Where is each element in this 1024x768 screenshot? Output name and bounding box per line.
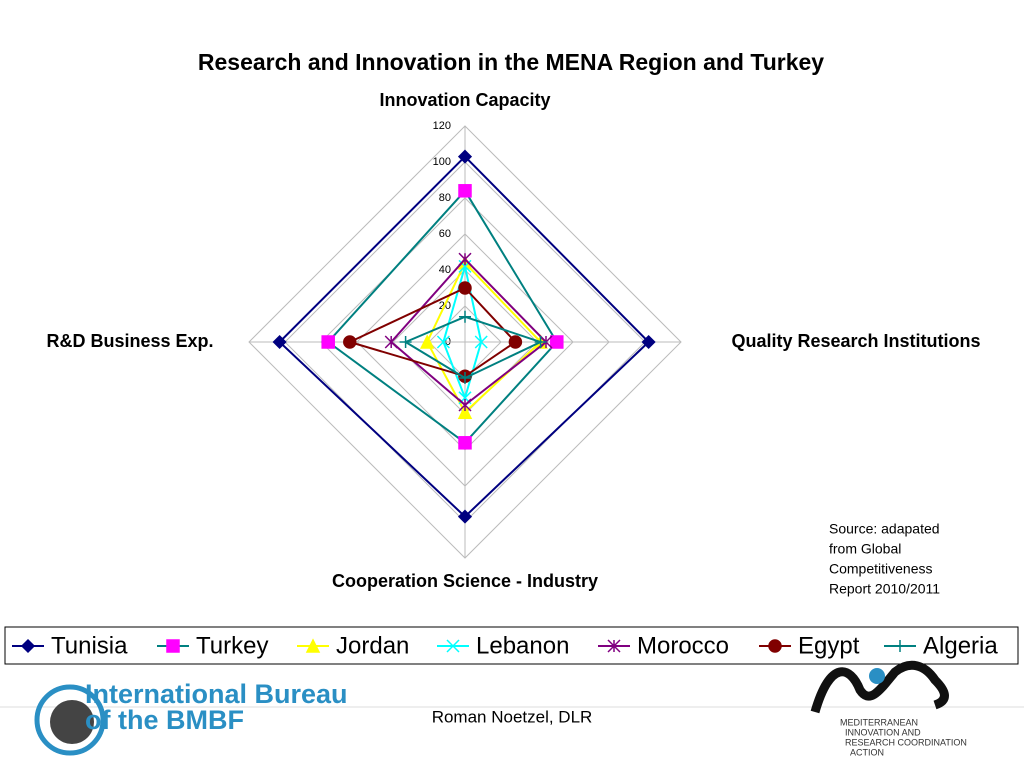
category-label: Cooperation Science - Industry (332, 571, 598, 591)
r-tick-label: 60 (439, 228, 451, 240)
marker (474, 335, 488, 349)
marker (550, 335, 564, 349)
legend-marker (166, 639, 180, 653)
legend-label: Morocco (637, 632, 729, 659)
legend-item: Jordan (297, 632, 409, 659)
logo-dot (869, 668, 885, 684)
logo-text: of the BMBF (85, 705, 244, 735)
source-note: Source: adapated from Global Competitive… (829, 521, 940, 597)
legend-item: Egypt (759, 632, 860, 659)
legend-label: Tunisia (51, 632, 128, 659)
logo-left: International Bureau of the BMBF (34, 679, 348, 756)
marker (458, 398, 472, 412)
legend-label: Lebanon (476, 632, 569, 659)
marker (459, 310, 471, 323)
logo-text: ACTION (850, 747, 884, 757)
marker (458, 184, 472, 198)
series (272, 149, 656, 524)
legend-item: Algeria (884, 632, 998, 659)
logo-text: INNOVATION AND (845, 727, 921, 737)
category-label: Innovation Capacity (379, 90, 550, 110)
source-line: Source: adapated (829, 521, 940, 537)
logo-globe (34, 684, 106, 756)
marker (458, 252, 472, 266)
marker (457, 509, 473, 524)
legend-marker (894, 640, 906, 652)
logo-wave (810, 660, 949, 714)
marker (343, 335, 357, 349)
marker (641, 334, 656, 350)
legend-label: Egypt (798, 632, 860, 659)
marker (508, 335, 523, 349)
r-tick-label: 80 (439, 192, 451, 204)
r-tick-label: 40 (439, 264, 451, 276)
legend-marker (20, 638, 36, 654)
marker (384, 335, 398, 349)
legend-item: Turkey (157, 632, 268, 659)
source-line: from Global (829, 541, 901, 557)
marker (436, 335, 450, 349)
source-line: Competitiveness (829, 561, 933, 577)
marker (321, 335, 335, 349)
marker (458, 281, 472, 295)
marker (419, 334, 435, 349)
legend-box (4, 626, 1019, 665)
logo-globe-core (50, 700, 94, 744)
marker (272, 334, 287, 350)
series (384, 252, 553, 412)
r-tick-label: 100 (433, 156, 451, 168)
marker (457, 149, 473, 164)
logo-text: International Bureau (85, 679, 348, 709)
legend-item: Morocco (598, 632, 729, 659)
series (321, 184, 564, 450)
legend-marker (607, 639, 621, 653)
category-label: Quality Research Institutions (731, 331, 980, 351)
legend-marker (446, 639, 460, 653)
legend-label: Jordan (336, 632, 409, 659)
chart-title: Research and Innovation in the MENA Regi… (198, 49, 824, 75)
logo-right: MEDITERRANEAN INNOVATION AND RESEARCH CO… (810, 660, 967, 757)
legend-item: Lebanon (437, 632, 569, 659)
footer: Roman Noetzel, DLR (432, 707, 593, 726)
marker (458, 436, 472, 450)
source-line: Report 2010/2011 (829, 581, 940, 597)
legend-label: Turkey (196, 632, 268, 659)
series (399, 310, 547, 384)
logo-text: MEDITERRANEAN (840, 717, 918, 727)
legend-label: Algeria (923, 632, 998, 659)
logo-text: RESEARCH COORDINATION (845, 737, 967, 747)
legend-item: Tunisia (12, 632, 128, 659)
marker (457, 404, 473, 419)
marker (399, 336, 412, 348)
r-tick-label: 120 (433, 120, 451, 132)
marker (534, 336, 547, 348)
legend-marker (305, 638, 321, 653)
marker (459, 372, 471, 384)
category-label: R&D Business Exp. (46, 331, 213, 351)
legend-marker (768, 639, 782, 653)
